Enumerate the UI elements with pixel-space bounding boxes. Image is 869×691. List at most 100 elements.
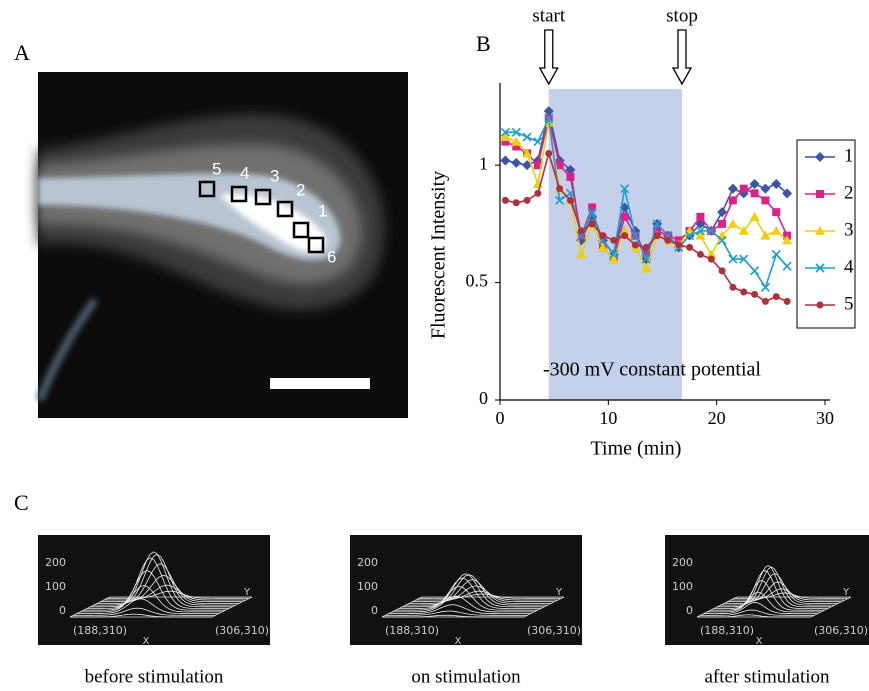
point [771, 178, 782, 189]
legend-label: 5 [844, 293, 854, 314]
point [696, 212, 705, 221]
surface-line [106, 590, 249, 599]
point [664, 236, 672, 244]
point [597, 242, 608, 252]
point [761, 196, 770, 205]
surface-line [76, 598, 219, 614]
point [782, 235, 793, 245]
point [642, 250, 651, 259]
point [771, 225, 782, 235]
roi-label: 2 [296, 180, 305, 199]
point [675, 241, 683, 249]
x-tick-label: 0 [496, 408, 505, 428]
point [718, 219, 727, 228]
point [783, 297, 791, 305]
surface-line [70, 613, 212, 618]
point [608, 254, 619, 264]
panel-label: B [476, 31, 491, 56]
point [751, 290, 759, 298]
point [501, 196, 509, 204]
point [728, 254, 738, 264]
surface-line [710, 580, 825, 611]
surface-plot: 200 100 0 (188,310) (306,310) X Y [38, 535, 270, 647]
point [512, 199, 520, 207]
stimulation-arrow [671, 29, 693, 86]
surface-line [716, 565, 831, 608]
y-axis-label: Y [243, 587, 251, 598]
point [706, 226, 716, 236]
z-tick-label: 0 [371, 604, 378, 617]
point [771, 249, 781, 259]
annotation: -300 mV constant potential [543, 359, 761, 381]
point [631, 241, 639, 249]
point [760, 282, 770, 292]
roi-label: 4 [240, 163, 249, 182]
x-axis-label: X [756, 636, 763, 647]
point [642, 243, 650, 251]
surface-line [382, 614, 524, 618]
surface-line [730, 588, 844, 601]
point [738, 225, 749, 235]
x-axis-label: X [455, 636, 462, 647]
surface-line [391, 595, 534, 613]
surface-line [411, 585, 554, 603]
surface-line [720, 566, 835, 606]
surface-plot: 200 100 0 (188,310) (306,310) X Y [665, 535, 869, 647]
surface-line [93, 553, 236, 606]
point [621, 232, 629, 240]
x-end-label: (306,310) [527, 624, 581, 637]
point [749, 178, 760, 189]
point [772, 208, 781, 217]
point [609, 249, 619, 259]
point [729, 283, 737, 291]
point [522, 132, 532, 142]
x-end-label: (306,310) [215, 624, 269, 637]
caption: on stimulation [411, 666, 521, 687]
surface-line [96, 563, 239, 604]
point [512, 142, 521, 151]
x-tick-label: 20 [708, 408, 726, 428]
point [620, 212, 629, 221]
surface-line [86, 557, 229, 609]
point [739, 254, 749, 264]
y-tick-label: 1 [479, 153, 488, 173]
point [740, 288, 748, 296]
point [696, 250, 704, 258]
point [706, 249, 717, 259]
z-tick-label: 200 [357, 556, 378, 569]
z-tick-label: 200 [672, 556, 693, 569]
x-start-label: (188,310) [73, 624, 127, 637]
roi-label: 1 [318, 201, 327, 220]
y-tick-label: 0.5 [466, 271, 489, 291]
z-tick-label: 100 [357, 580, 378, 593]
roi-label: 3 [270, 166, 279, 185]
surface-plot: 200 100 0 (188,310) (306,310) X Y [350, 535, 582, 647]
point [501, 137, 510, 146]
point [782, 188, 793, 199]
point [772, 293, 780, 301]
point [543, 106, 554, 117]
point [620, 184, 630, 194]
point [545, 149, 553, 157]
point [652, 219, 662, 229]
point [816, 301, 824, 309]
surface-line [73, 607, 216, 616]
surface-line [401, 573, 544, 608]
point [760, 230, 771, 240]
x-tick-label: 10 [599, 408, 617, 428]
surface-line [408, 579, 551, 604]
point [739, 184, 748, 193]
surface-line [83, 570, 226, 611]
scale-bar [270, 378, 370, 389]
point [707, 255, 715, 263]
point [534, 189, 542, 197]
stimulation-label: stop [666, 5, 698, 26]
roi-label: 6 [327, 247, 336, 266]
surface-line [79, 585, 222, 613]
point [565, 188, 575, 198]
point [685, 231, 695, 241]
point [760, 183, 771, 194]
surface-line [398, 577, 541, 609]
panel-label: A [14, 40, 30, 65]
